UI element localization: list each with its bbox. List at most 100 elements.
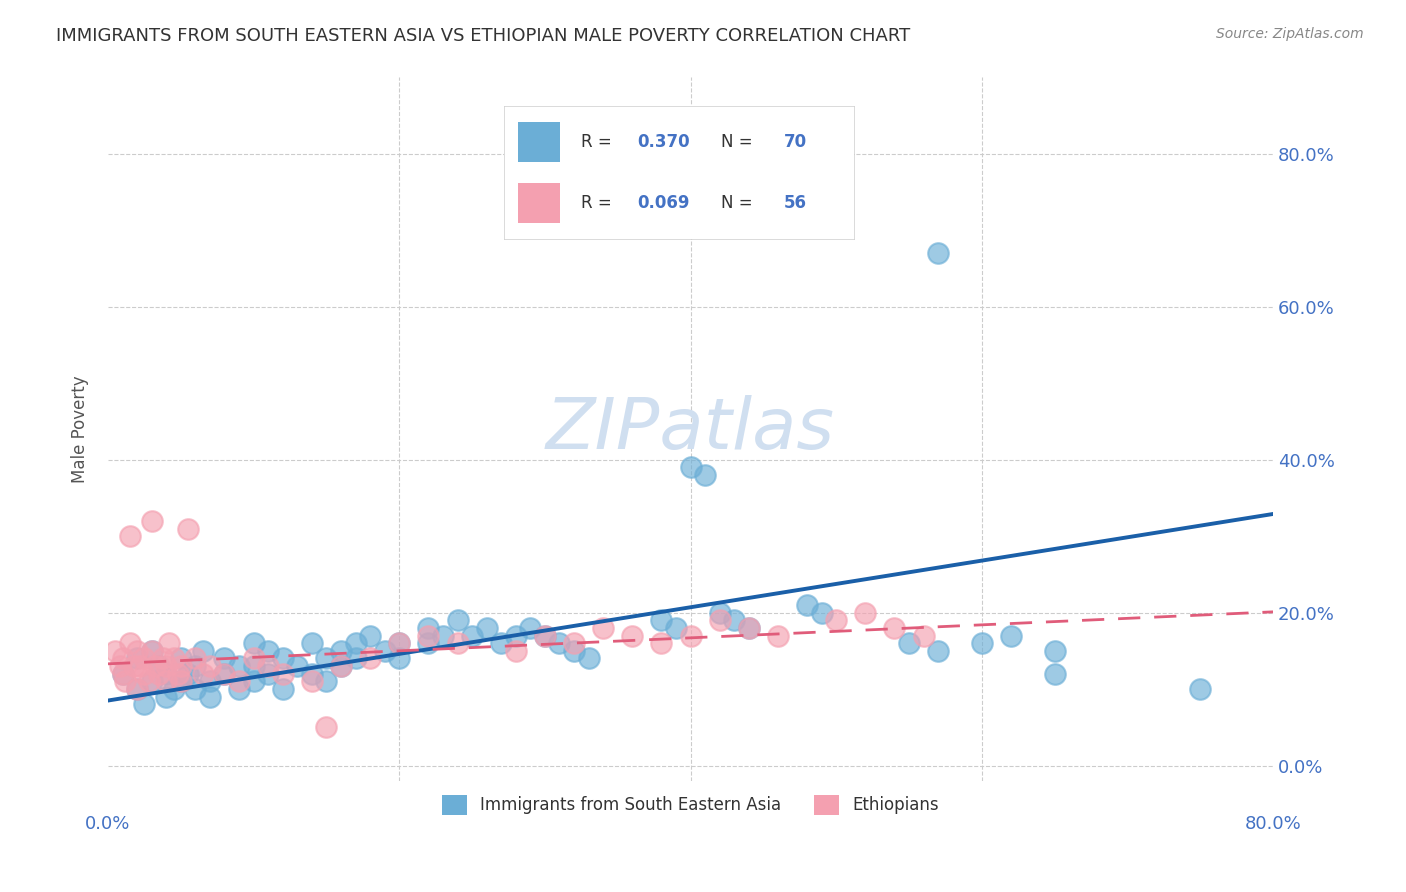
Point <box>970 636 993 650</box>
Point <box>134 666 156 681</box>
Point <box>592 621 614 635</box>
Point <box>214 666 236 681</box>
Point <box>228 674 250 689</box>
Y-axis label: Male Poverty: Male Poverty <box>72 376 89 483</box>
Point <box>446 613 468 627</box>
Point <box>155 674 177 689</box>
Point <box>111 666 134 681</box>
Point <box>432 628 454 642</box>
Point <box>257 644 280 658</box>
Point <box>228 681 250 696</box>
Point <box>519 621 541 635</box>
Point <box>825 613 848 627</box>
Point <box>461 628 484 642</box>
Point <box>1000 628 1022 642</box>
Point <box>285 659 308 673</box>
Legend: Immigrants from South Eastern Asia, Ethiopians: Immigrants from South Eastern Asia, Ethi… <box>434 788 946 822</box>
Point <box>927 246 949 260</box>
Point <box>257 659 280 673</box>
Point <box>562 644 585 658</box>
Point <box>534 628 557 642</box>
Point <box>810 606 832 620</box>
Point <box>191 666 214 681</box>
Point <box>359 628 381 642</box>
Point <box>177 666 200 681</box>
Point <box>104 644 127 658</box>
Point <box>489 636 512 650</box>
Point <box>257 666 280 681</box>
Point <box>330 644 353 658</box>
Point <box>505 628 527 642</box>
Point <box>315 720 337 734</box>
Point <box>184 659 207 673</box>
Point <box>388 651 411 665</box>
Point <box>344 651 367 665</box>
Point <box>766 628 789 642</box>
Point <box>170 659 193 673</box>
Text: IMMIGRANTS FROM SOUTH EASTERN ASIA VS ETHIOPIAN MALE POVERTY CORRELATION CHART: IMMIGRANTS FROM SOUTH EASTERN ASIA VS ET… <box>56 27 911 45</box>
Point <box>693 468 716 483</box>
Point <box>271 666 294 681</box>
Point <box>709 606 731 620</box>
Point <box>315 651 337 665</box>
Point <box>271 651 294 665</box>
Point <box>271 681 294 696</box>
Point <box>242 651 264 665</box>
Point <box>214 666 236 681</box>
Point <box>152 651 174 665</box>
Point <box>301 636 323 650</box>
Point <box>927 644 949 658</box>
Point <box>897 636 920 650</box>
Point <box>548 636 571 650</box>
Point <box>418 636 440 650</box>
Point <box>138 674 160 689</box>
Point <box>315 674 337 689</box>
Point <box>127 651 149 665</box>
Point <box>118 529 141 543</box>
Point <box>162 651 184 665</box>
Point <box>184 651 207 665</box>
Point <box>374 644 396 658</box>
Point <box>534 628 557 642</box>
Point <box>505 644 527 658</box>
Point <box>148 659 170 673</box>
Point <box>679 628 702 642</box>
Point <box>242 674 264 689</box>
Point <box>108 659 131 673</box>
Point <box>134 651 156 665</box>
Point <box>127 681 149 696</box>
Point <box>301 666 323 681</box>
Point <box>883 621 905 635</box>
Point <box>621 628 644 642</box>
Point <box>198 674 221 689</box>
Point <box>170 674 193 689</box>
Point <box>796 598 818 612</box>
Point <box>1189 681 1212 696</box>
Point <box>118 636 141 650</box>
Point <box>650 613 672 627</box>
Point <box>388 636 411 650</box>
Point <box>723 613 745 627</box>
Point <box>214 651 236 665</box>
Point <box>359 651 381 665</box>
Point <box>157 636 180 650</box>
Point <box>170 674 193 689</box>
Point <box>709 613 731 627</box>
Point <box>330 659 353 673</box>
Point <box>184 681 207 696</box>
Point <box>853 606 876 620</box>
Point <box>198 659 221 673</box>
Point <box>122 659 145 673</box>
Point <box>475 621 498 635</box>
Point <box>1043 644 1066 658</box>
Point <box>301 674 323 689</box>
Point <box>562 636 585 650</box>
Point <box>650 636 672 650</box>
Point <box>167 666 190 681</box>
Point <box>344 636 367 650</box>
Point <box>148 666 170 681</box>
Point <box>177 522 200 536</box>
Point <box>330 659 353 673</box>
Point <box>141 644 163 658</box>
Point <box>127 644 149 658</box>
